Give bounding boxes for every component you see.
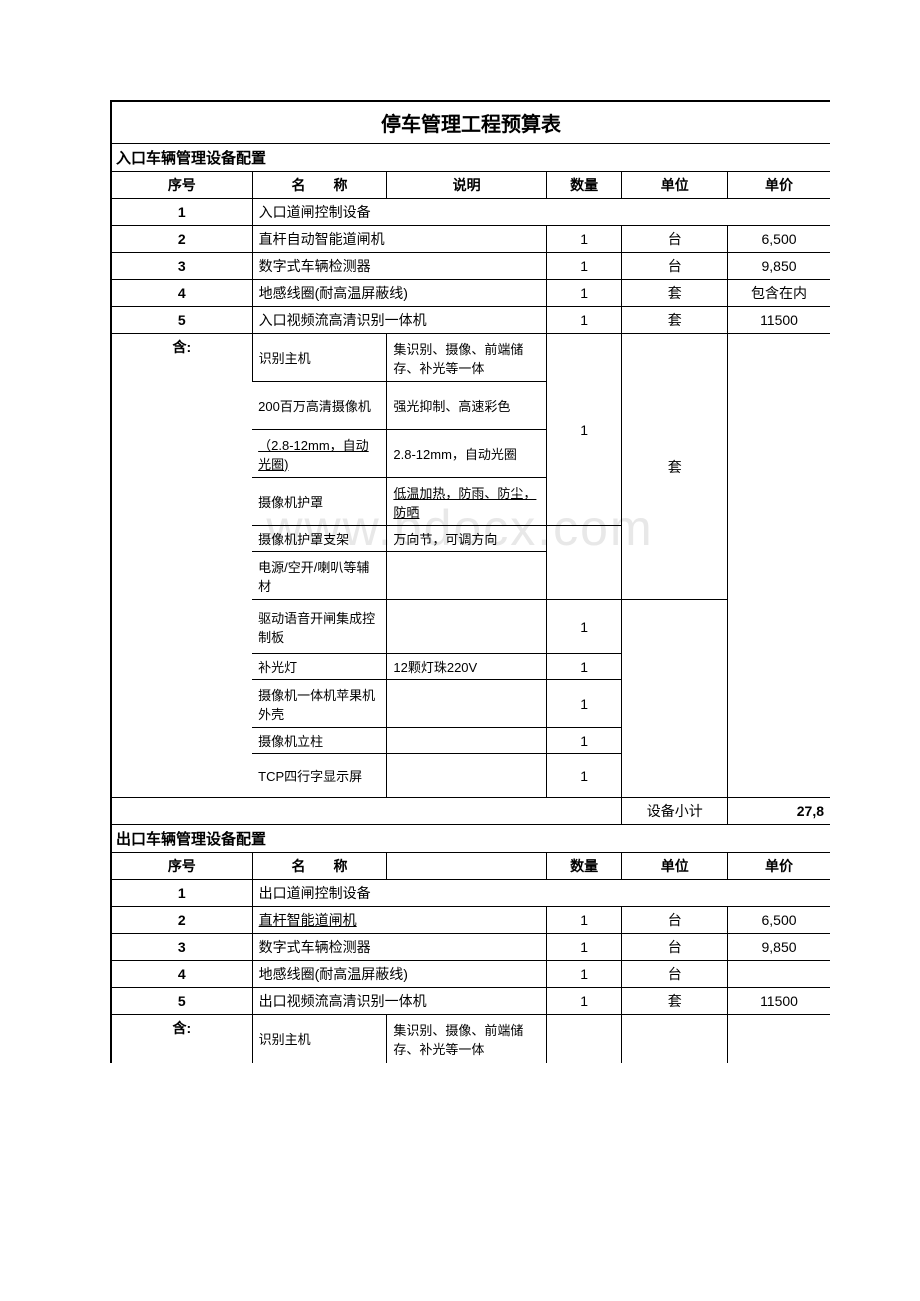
table-row: 1 入口道闸控制设备 bbox=[112, 199, 830, 226]
table-row: 1 出口道闸控制设备 bbox=[112, 880, 830, 907]
table-row: 5 出口视频流高清识别一体机 1 套 11500 bbox=[112, 988, 830, 1015]
col-name: 名 称 bbox=[252, 172, 387, 199]
section2-header: 出口车辆管理设备配置 bbox=[112, 824, 830, 852]
table-row: 2 直杆自动智能道闸机 1 台 6,500 bbox=[112, 226, 830, 253]
section1-table: 序号 名 称 说明 数量 单位 单价 1 入口道闸控制设备 2 直杆自动智能道闸… bbox=[112, 171, 830, 824]
section2-table: 序号 名 称 数量 单位 单价 1 出口道闸控制设备 2 直杆智能道闸机 1 台… bbox=[112, 852, 830, 1063]
table-row: 含: 识别主机 集识别、摄像、前端储存、补光等一体 bbox=[112, 1015, 830, 1063]
page-container: 停车管理工程预算表 入口车辆管理设备配置 序号 名 称 说明 数量 单位 单价 … bbox=[110, 100, 830, 1063]
subtotal-row: 设备小计 27,8 bbox=[112, 798, 830, 825]
col-unit: 单位 bbox=[622, 172, 728, 199]
col-seq: 序号 bbox=[112, 172, 252, 199]
table-row: 2 直杆智能道闸机 1 台 6,500 bbox=[112, 907, 830, 934]
table-row: 3 数字式车辆检测器 1 台 9,850 bbox=[112, 934, 830, 961]
page-title: 停车管理工程预算表 bbox=[112, 102, 830, 143]
table-header-row: 序号 名 称 说明 数量 单位 单价 bbox=[112, 172, 830, 199]
section1-header: 入口车辆管理设备配置 bbox=[112, 143, 830, 171]
table-row: 4 地感线圈(耐高温屏蔽线) 1 套 包含在内 bbox=[112, 280, 830, 307]
table-row: 含: 识别主机 集识别、摄像、前端储存、补光等一体 1 套 bbox=[112, 334, 830, 382]
col-desc: 说明 bbox=[387, 172, 547, 199]
col-price: 单价 bbox=[728, 172, 830, 199]
table-row: 4 地感线圈(耐高温屏蔽线) 1 台 bbox=[112, 961, 830, 988]
table-row: 5 入口视频流高清识别一体机 1 套 11500 bbox=[112, 307, 830, 334]
table-row: 3 数字式车辆检测器 1 台 9,850 bbox=[112, 253, 830, 280]
table-header-row: 序号 名 称 数量 单位 单价 bbox=[112, 853, 830, 880]
col-qty: 数量 bbox=[546, 172, 621, 199]
